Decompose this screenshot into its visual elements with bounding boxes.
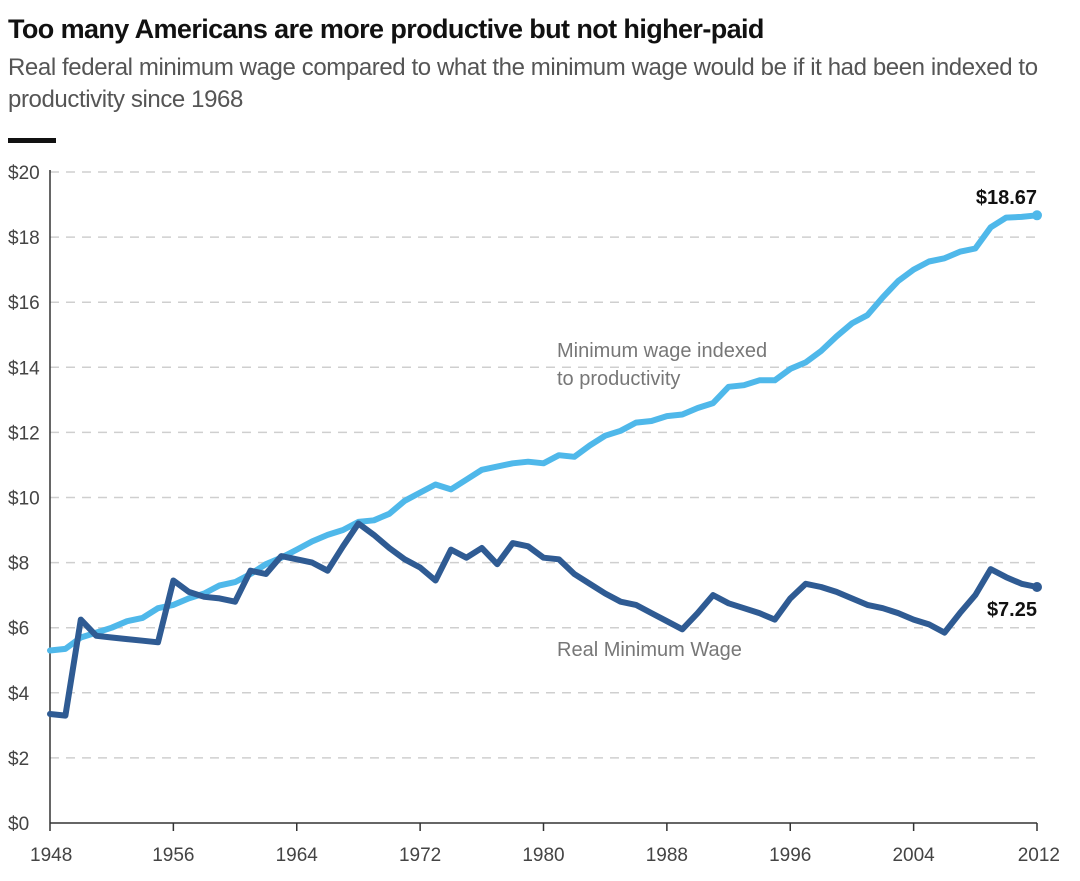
labels: Minimum wage indexed to productivity Real …	[557, 187, 1037, 661]
axes: $0 $2 $4 $6 $8 $10 $12 $14 $16 $18 $20 1948 1956 1964…	[8, 163, 1060, 866]
x-tick-label: 2012	[1018, 845, 1060, 866]
y-tick-label: $0	[8, 814, 29, 835]
series-line-productivity	[47, 212, 1040, 654]
chart-title: Too many Americans are more productive b…	[8, 14, 764, 44]
series-label-productivity: Minimum wage indexed to productivity	[557, 340, 767, 390]
x-tick-label: 1988	[646, 845, 688, 866]
y-tick-label: $6	[8, 619, 29, 640]
end-value-real-wage: $7.25	[987, 599, 1037, 621]
y-tick-label: $16	[8, 293, 40, 314]
x-tick-label: 1996	[769, 845, 811, 866]
end-point-productivity	[1032, 210, 1042, 221]
x-tick-label: 2004	[892, 845, 935, 866]
y-tick-label: $14	[8, 358, 40, 379]
gridlines	[50, 171, 1037, 759]
chart-subtitle: Real federal minimum wage compared to wh…	[8, 54, 1038, 113]
end-value-productivity: $18.67	[976, 187, 1037, 209]
series-label-real-wage: Real Minimum Wage	[557, 639, 742, 661]
x-tick-label: 1948	[30, 845, 72, 866]
y-tick-label: $20	[8, 163, 40, 184]
x-tick-label: 1964	[276, 845, 319, 866]
x-tick-label: 1972	[399, 845, 441, 866]
y-tick-label: $10	[8, 489, 40, 510]
y-tick-label: $8	[8, 554, 29, 575]
title-rule	[8, 138, 56, 143]
x-tick-label: 1980	[522, 845, 564, 866]
series	[47, 210, 1042, 719]
x-tick-label: 1956	[152, 845, 194, 866]
end-point-real_wage	[1032, 582, 1042, 593]
y-tick-label: $12	[8, 423, 40, 444]
y-tick-label: $18	[8, 228, 40, 249]
series-line-real_wage	[47, 520, 1040, 719]
y-tick-label: $2	[8, 749, 29, 770]
y-tick-label: $4	[8, 684, 30, 705]
